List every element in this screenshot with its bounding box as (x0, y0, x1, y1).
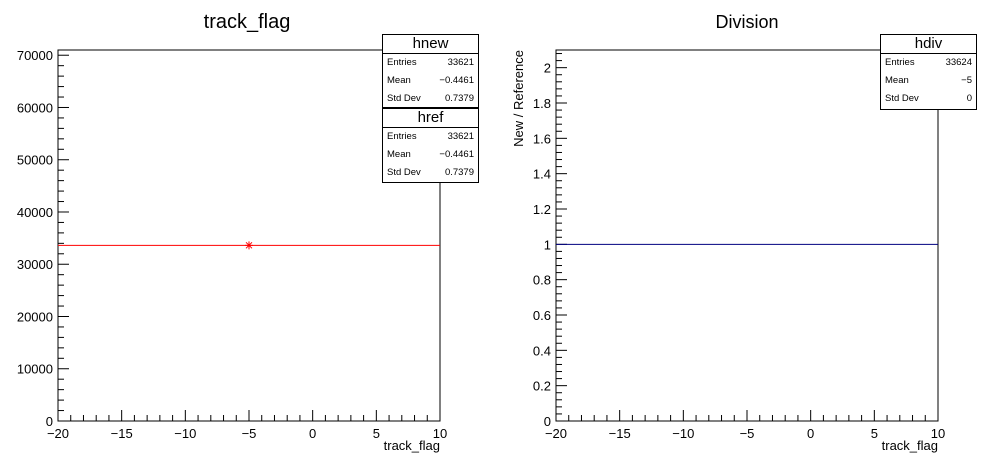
stats-value: 33621 (447, 57, 474, 68)
left-axes: −20 −15 −10 −5 0 5 10 0 10000 20000 30000 40000 5000… (17, 48, 447, 441)
left-x-tick-label: −15 (111, 426, 133, 441)
left-x-tick-label: −20 (47, 426, 69, 441)
right-y-tick-label: 1.4 (533, 167, 551, 182)
left-y-tick-label: 50000 (17, 153, 53, 168)
stats-label: Std Dev (387, 93, 421, 104)
right-x-tick-label: −10 (672, 426, 694, 441)
left-chart-title: track_flag (204, 11, 291, 33)
right-x-tick-label: −5 (740, 426, 755, 441)
stats-label: Std Dev (885, 93, 919, 104)
right-x-tick-label: 5 (871, 426, 878, 441)
stats-row-std-dev: Std Dev 0 (881, 90, 976, 108)
stats-value: 0 (966, 93, 972, 104)
right-y-tick-label: 2 (544, 61, 551, 76)
right-x-tick-label: 10 (931, 426, 945, 441)
right-y-axis-label: New / Reference (511, 50, 526, 147)
stats-label: Std Dev (387, 167, 421, 178)
right-y-tick-label: 0.4 (533, 343, 551, 358)
stats-row-std-dev: Std Dev 0.7379 (383, 90, 478, 108)
right-y-tick-label: 0.6 (533, 308, 551, 323)
left-y-tick-label: 40000 (17, 205, 53, 220)
stats-value: −0.4461 (439, 75, 474, 86)
left-y-tick-label: 30000 (17, 257, 53, 272)
stats-value: 0.7379 (444, 167, 474, 178)
right-y-tick-label: 1.2 (533, 202, 551, 217)
stats-row-entries: Entries 33621 (383, 54, 478, 72)
right-y-tick-label: 0 (544, 414, 551, 429)
left-x-tick-label: −10 (174, 426, 196, 441)
stats-label: Mean (387, 75, 411, 86)
stats-label: Mean (387, 149, 411, 160)
stats-box-hnew: hnew Entries 33621 Mean −0.4461 Std Dev … (382, 34, 479, 108)
stats-row-mean: Mean −0.4461 (383, 72, 478, 90)
right-y-tick-label: 1.6 (533, 131, 551, 146)
stats-row-std-dev: Std Dev 0.7379 (383, 164, 478, 182)
stats-label: Mean (885, 75, 909, 86)
left-y-tick-label: 70000 (17, 48, 53, 63)
stats-value: −5 (961, 75, 972, 86)
right-chart-title: Division (715, 12, 778, 32)
stats-title: href (383, 109, 478, 128)
left-y-tick-label: 0 (46, 414, 53, 429)
left-x-tick-label: 0 (309, 426, 316, 441)
left-y-tick-label: 10000 (17, 362, 53, 377)
right-y-tick-label: 0.8 (533, 273, 551, 288)
stats-row-mean: Mean −0.4461 (383, 146, 478, 164)
left-y-tick-label: 20000 (17, 309, 53, 324)
right-x-tick-label: 0 (807, 426, 814, 441)
stats-value: 33624 (945, 57, 972, 68)
stats-value: 0.7379 (444, 93, 474, 104)
stats-row-mean: Mean −5 (881, 72, 976, 90)
left-x-tick-label: 10 (433, 426, 447, 441)
stats-box-href: href Entries 33621 Mean −0.4461 Std Dev … (382, 108, 479, 183)
stats-row-entries: Entries 33621 (383, 128, 478, 146)
left-x-axis-label: track_flag (384, 438, 440, 453)
series-href-marker (245, 241, 253, 250)
stats-value: −0.4461 (439, 149, 474, 160)
stats-value: 33621 (447, 131, 474, 142)
stats-title: hnew (383, 35, 478, 54)
right-x-tick-label: −20 (545, 426, 567, 441)
stats-label: Entries (387, 57, 417, 68)
right-axes: −20 −15 −10 −5 0 5 10 0 0.2 0.4 0.6 0.8 1 1.2 1.4 1.6 1.… (533, 53, 945, 441)
left-series (58, 241, 440, 250)
stats-label: Entries (885, 57, 915, 68)
right-y-tick-label: 1 (544, 237, 551, 252)
left-x-tick-label: 5 (373, 426, 380, 441)
stats-label: Entries (387, 131, 417, 142)
stats-box-hdiv: hdiv Entries 33624 Mean −5 Std Dev 0 (880, 34, 977, 110)
right-y-tick-label: 0.2 (533, 379, 551, 394)
left-x-tick-label: −5 (242, 426, 257, 441)
stats-row-entries: Entries 33624 (881, 54, 976, 72)
right-x-tick-label: −15 (609, 426, 631, 441)
right-x-axis-label: track_flag (882, 438, 938, 453)
left-y-tick-label: 60000 (17, 100, 53, 115)
stats-title: hdiv (881, 35, 976, 54)
right-y-tick-label: 1.8 (533, 96, 551, 111)
